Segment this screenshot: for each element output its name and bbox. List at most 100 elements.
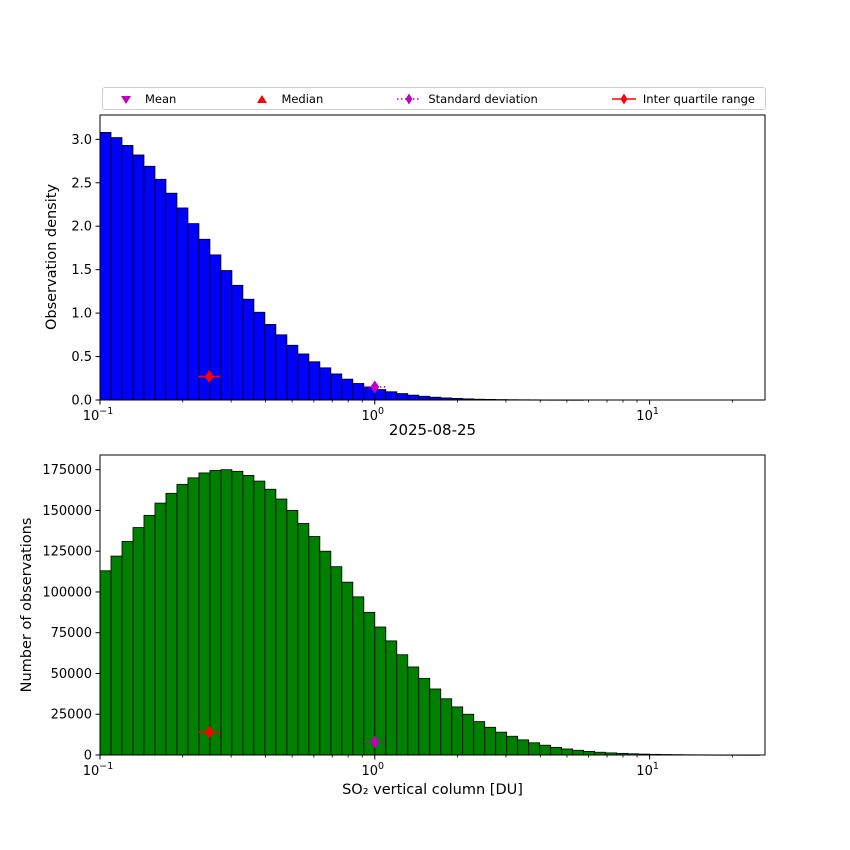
y-tick-label: 2.0 <box>71 220 92 235</box>
legend-item-standard-deviation: Standard deviation <box>396 91 538 106</box>
y-axis-ticks: 0.0 0.5 1.0 1.5 2.0 2.5 3.0 <box>71 133 100 409</box>
bar <box>176 483 189 756</box>
bar <box>242 298 255 401</box>
y-tick-label: 175000 <box>42 463 92 478</box>
bar <box>550 746 563 756</box>
bar <box>132 527 145 756</box>
bar <box>143 165 156 401</box>
legend-item-median: Median <box>249 92 323 106</box>
standard-deviation-marker <box>363 735 386 749</box>
y-tick-label: 125000 <box>42 545 92 560</box>
x-axis-ticks: 10−1 100 101 <box>83 755 733 779</box>
bar <box>462 713 475 756</box>
bar <box>253 311 266 401</box>
bar <box>264 324 277 401</box>
legend-item-mean: Mean <box>113 92 176 106</box>
bar <box>429 688 442 756</box>
bar <box>363 611 376 756</box>
bar <box>330 566 343 756</box>
diamond-dotted-line-icon <box>397 93 422 104</box>
bar <box>319 550 332 756</box>
bar <box>165 192 178 401</box>
inter-quartile-range-marker <box>198 725 221 739</box>
bar <box>539 744 552 756</box>
bar <box>484 726 497 756</box>
bar <box>286 510 299 756</box>
bar <box>231 470 244 756</box>
bar <box>198 472 211 756</box>
density-histogram: 0.00.51.01.52.02.53.010−1 100 101 <box>71 114 766 424</box>
bar <box>407 394 420 401</box>
bar <box>451 706 464 756</box>
x-tick-label: 101 <box>636 761 659 779</box>
bar <box>176 207 189 401</box>
bar <box>572 749 585 756</box>
bar <box>110 137 123 401</box>
bar <box>297 523 310 756</box>
legend-label: Inter quartile range <box>642 91 755 106</box>
x-tick-label: 10−1 <box>83 761 114 779</box>
bar <box>583 751 596 756</box>
standard-deviation-marker <box>363 380 386 394</box>
bar <box>517 739 530 756</box>
bar <box>231 284 244 401</box>
legend-label: Mean <box>145 91 177 106</box>
y-tick-label: 150000 <box>42 504 92 519</box>
bar <box>330 373 343 401</box>
bar <box>495 731 508 756</box>
axes-frame <box>99 114 766 401</box>
y-axis-ticks: 0 25000 50000 75000 100000 125000 150000 175000 <box>42 463 100 764</box>
bar <box>374 626 387 756</box>
y-tick-label: 100000 <box>42 585 92 600</box>
bar <box>165 492 178 756</box>
bar <box>561 748 574 756</box>
x-tick-label: 100 <box>362 761 385 779</box>
bar <box>187 223 200 401</box>
y-tick-label: 1.0 <box>71 307 92 322</box>
bar <box>440 698 453 756</box>
bar <box>308 361 321 401</box>
bar <box>396 654 409 756</box>
bar <box>286 344 299 401</box>
bar <box>473 721 486 756</box>
bar <box>110 555 123 756</box>
bar <box>407 666 420 756</box>
y-tick-label: 3.0 <box>71 133 92 148</box>
bar <box>242 474 255 756</box>
bar <box>121 145 134 401</box>
axes-frame <box>99 454 766 756</box>
bar <box>341 581 354 756</box>
bar <box>220 469 233 756</box>
bar <box>154 502 167 756</box>
y-tick-label: 0 <box>84 749 92 764</box>
legend-item-inter-quartile-range: Inter quartile range <box>611 92 755 106</box>
bar <box>506 735 519 756</box>
histogram-bars <box>99 469 760 756</box>
bar <box>187 477 200 756</box>
density-y-axis-label: Observation density <box>44 183 60 331</box>
bar <box>319 367 332 401</box>
inter-quartile-range-marker <box>198 370 221 384</box>
bar <box>385 640 398 756</box>
triangle-down-icon <box>121 95 131 104</box>
date-title: 2025-08-25 <box>388 421 477 439</box>
bar <box>99 131 112 401</box>
counts-histogram: 0 25000 50000 75000 100000 125000 150000 175000… <box>42 454 766 779</box>
bar <box>352 383 365 401</box>
y-tick-label: 1.5 <box>71 263 92 278</box>
y-tick-label: 2.5 <box>71 176 92 191</box>
legend-label: Median <box>281 91 324 106</box>
x-axis-label: SO₂ vertical column [DU] <box>342 782 523 798</box>
triangle-up-icon <box>257 94 268 103</box>
y-tick-label: 75000 <box>51 626 92 641</box>
bar <box>99 570 112 756</box>
legend: Mean Median Standard deviation Inter quarti… <box>102 87 766 110</box>
bar <box>209 470 222 756</box>
bar <box>418 677 431 756</box>
bar <box>396 393 409 401</box>
legend-label: Standard deviation <box>428 91 538 106</box>
bar <box>132 154 145 401</box>
bar <box>275 498 288 756</box>
bar <box>154 178 167 401</box>
bar <box>121 541 134 756</box>
